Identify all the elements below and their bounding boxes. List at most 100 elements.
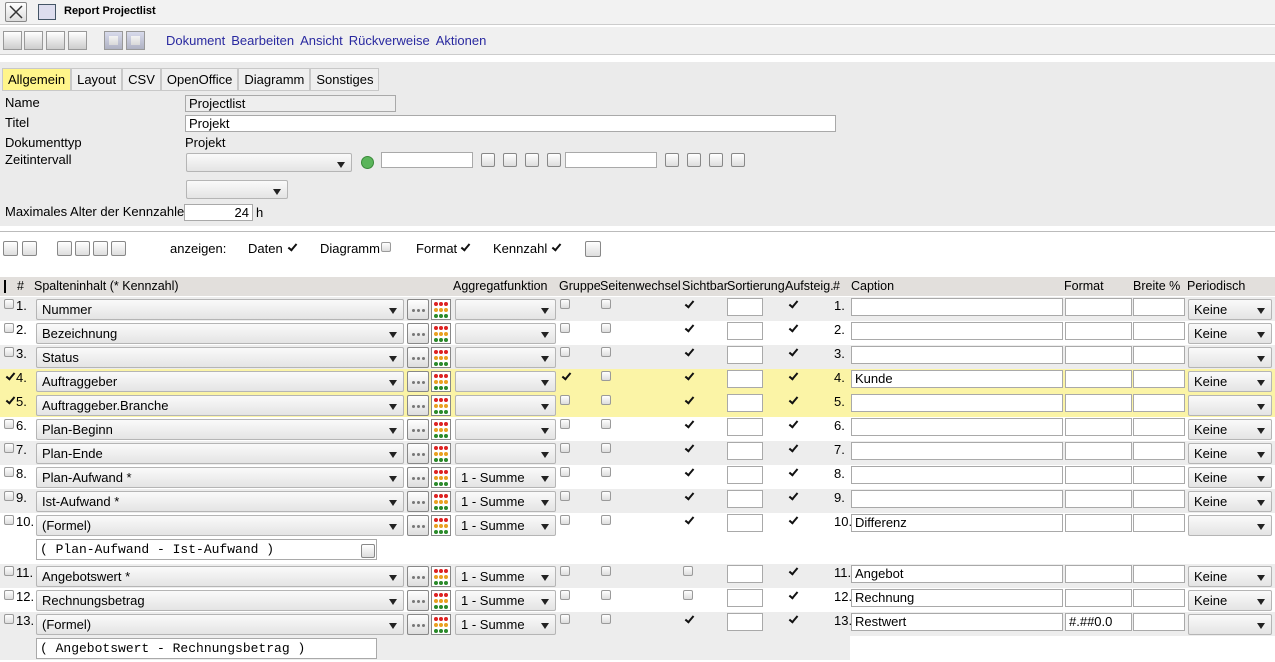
checkbox[interactable] [4, 443, 14, 453]
checkbox[interactable] [787, 491, 797, 501]
content-select[interactable]: Plan-Ende [36, 443, 404, 464]
tab[interactable]: Diagramm [238, 68, 311, 91]
caption-field[interactable] [851, 298, 1063, 316]
checkbox[interactable] [787, 566, 797, 576]
checkbox[interactable] [601, 371, 611, 381]
checkbox[interactable] [601, 614, 611, 624]
tab[interactable]: Allgemein [2, 68, 72, 91]
checkbox[interactable] [560, 395, 570, 405]
row-button[interactable] [93, 241, 108, 256]
close-button[interactable] [5, 2, 27, 22]
aggregate-select[interactable]: 1 - Summe [455, 566, 556, 587]
aggregate-select[interactable] [455, 395, 556, 416]
formula-field[interactable]: ( Angebotswert - Rechnungsbetrag ) [36, 638, 377, 659]
format-field[interactable] [1065, 418, 1132, 436]
checkbox[interactable] [560, 371, 570, 381]
format-field[interactable] [1065, 346, 1132, 364]
checkbox[interactable] [601, 491, 611, 501]
checkbox[interactable] [560, 467, 570, 477]
toolbar-icon[interactable] [24, 31, 43, 50]
checkbox[interactable] [683, 590, 693, 600]
toolbar-icon[interactable] [104, 31, 123, 50]
checkbox[interactable] [4, 467, 14, 477]
menu-item[interactable]: Rückverweise [348, 33, 430, 48]
format-field[interactable]: #.##0.0 [1065, 613, 1132, 631]
checkbox[interactable] [459, 242, 469, 252]
format-field[interactable] [1065, 466, 1132, 484]
checkbox[interactable] [4, 371, 14, 381]
date-field[interactable] [565, 152, 657, 168]
checkbox[interactable] [787, 590, 797, 600]
nav-button[interactable] [503, 153, 517, 167]
checkbox[interactable] [4, 491, 14, 501]
tab[interactable]: CSV [122, 68, 161, 91]
nav-button[interactable] [665, 153, 679, 167]
aggregate-select[interactable]: 1 - Summe [455, 515, 556, 536]
caption-field[interactable] [851, 490, 1063, 508]
select[interactable] [186, 180, 288, 199]
menu-item[interactable]: Dokument [166, 33, 226, 48]
menu-item[interactable]: Aktionen [435, 33, 487, 48]
content-select[interactable]: Rechnungsbetrag [36, 590, 404, 611]
checkbox[interactable] [683, 491, 693, 501]
width-field[interactable] [1133, 613, 1185, 631]
format-field[interactable] [1065, 322, 1132, 340]
checkbox[interactable] [683, 323, 693, 333]
content-select[interactable]: Bezeichnung [36, 323, 404, 344]
aggregate-select[interactable] [455, 299, 556, 320]
sort-field[interactable] [727, 346, 763, 364]
content-select[interactable]: (Formel) [36, 614, 404, 635]
sort-field[interactable] [727, 370, 763, 388]
text-field[interactable]: Projekt [185, 115, 836, 132]
checkbox[interactable] [601, 299, 611, 309]
toolbar-icon[interactable] [68, 31, 87, 50]
checkbox[interactable] [601, 323, 611, 333]
width-field[interactable] [1133, 565, 1185, 583]
row-button[interactable] [22, 241, 37, 256]
periodic-select[interactable]: Keine [1188, 590, 1272, 611]
checkbox[interactable] [683, 467, 693, 477]
checkbox[interactable] [787, 614, 797, 624]
content-select[interactable]: Nummer [36, 299, 404, 320]
aggregate-select[interactable]: 1 - Summe [455, 467, 556, 488]
checkbox[interactable] [560, 299, 570, 309]
checkbox[interactable] [683, 515, 693, 525]
content-select[interactable]: Plan-Aufwand * [36, 467, 404, 488]
checkbox[interactable] [683, 299, 693, 309]
sort-field[interactable] [727, 466, 763, 484]
periodic-select[interactable] [1188, 614, 1272, 635]
format-field[interactable] [1065, 589, 1132, 607]
format-field[interactable] [1065, 370, 1132, 388]
checkbox[interactable] [601, 443, 611, 453]
periodic-select[interactable] [1188, 347, 1272, 368]
nav-button[interactable] [687, 153, 701, 167]
caption-field[interactable]: Rechnung [851, 589, 1063, 607]
checkbox[interactable] [787, 515, 797, 525]
checkbox[interactable] [601, 515, 611, 525]
refresh-button[interactable] [585, 241, 601, 257]
row-button[interactable] [57, 241, 72, 256]
checkbox[interactable] [4, 395, 14, 405]
checkbox[interactable] [560, 614, 570, 624]
checkbox[interactable] [550, 242, 560, 252]
toolbar-icon[interactable] [3, 31, 22, 50]
checkbox[interactable] [560, 491, 570, 501]
content-select[interactable]: Plan-Beginn [36, 419, 404, 440]
periodic-select[interactable]: Keine [1188, 491, 1272, 512]
width-field[interactable] [1133, 346, 1185, 364]
sort-field[interactable] [727, 514, 763, 532]
aggregate-select[interactable] [455, 347, 556, 368]
ok-icon[interactable] [361, 156, 374, 169]
caption-field[interactable]: Restwert [851, 613, 1063, 631]
format-field[interactable] [1065, 514, 1132, 532]
checkbox[interactable] [4, 614, 14, 624]
periodic-select[interactable] [1188, 395, 1272, 416]
checkbox[interactable] [683, 566, 693, 576]
content-select[interactable]: (Formel) [36, 515, 404, 536]
menu-item[interactable]: Ansicht [300, 33, 343, 48]
aggregate-select[interactable]: 1 - Summe [455, 590, 556, 611]
width-field[interactable] [1133, 370, 1185, 388]
width-field[interactable] [1133, 442, 1185, 460]
aggregate-select[interactable] [455, 371, 556, 392]
checkbox[interactable] [601, 347, 611, 357]
